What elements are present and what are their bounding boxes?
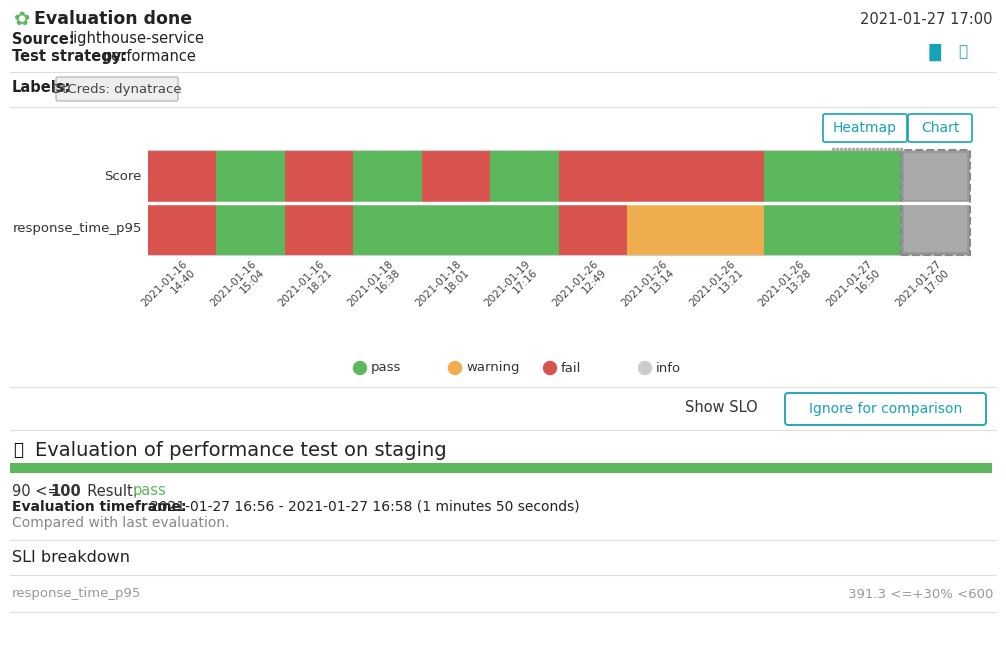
Text: 2021-01-26
13:14: 2021-01-26 13:14 bbox=[619, 259, 677, 317]
Text: pass: pass bbox=[371, 361, 401, 374]
Text: Compared with last evaluation.: Compared with last evaluation. bbox=[12, 516, 229, 530]
Text: fail: fail bbox=[561, 361, 581, 374]
Bar bbox=[216, 150, 285, 203]
Text: info: info bbox=[656, 361, 681, 374]
Bar bbox=[901, 150, 970, 203]
Text: 2021-01-18
16:38: 2021-01-18 16:38 bbox=[345, 259, 403, 317]
Bar bbox=[353, 203, 422, 255]
Bar bbox=[422, 203, 491, 255]
Bar bbox=[148, 203, 216, 255]
Bar bbox=[422, 150, 491, 203]
Bar bbox=[559, 150, 628, 203]
Bar bbox=[216, 203, 285, 255]
Text: Evaluation of performance test on staging: Evaluation of performance test on stagin… bbox=[35, 440, 447, 459]
Text: 100: 100 bbox=[50, 483, 80, 499]
Bar bbox=[904, 205, 967, 252]
Text: 📋: 📋 bbox=[13, 441, 23, 459]
Text: Heatmap: Heatmap bbox=[833, 121, 897, 135]
Text: 2021-01-26
13:21: 2021-01-26 13:21 bbox=[688, 259, 745, 317]
Text: SLI breakdown: SLI breakdown bbox=[12, 550, 130, 566]
Text: warning: warning bbox=[466, 361, 519, 374]
Circle shape bbox=[353, 361, 366, 374]
Text: Evaluation done: Evaluation done bbox=[34, 10, 192, 28]
FancyBboxPatch shape bbox=[908, 114, 972, 142]
FancyBboxPatch shape bbox=[823, 114, 907, 142]
Bar bbox=[696, 150, 765, 203]
Text: 2021-01-26
12:49: 2021-01-26 12:49 bbox=[550, 259, 609, 317]
FancyBboxPatch shape bbox=[56, 77, 178, 101]
FancyBboxPatch shape bbox=[785, 393, 986, 425]
Text: Labels:: Labels: bbox=[12, 80, 71, 94]
Bar bbox=[285, 203, 353, 255]
Text: 2021-01-16
14:40: 2021-01-16 14:40 bbox=[140, 259, 197, 317]
Text: 2021-01-16
15:04: 2021-01-16 15:04 bbox=[208, 259, 266, 317]
Text: 2021-01-27 17:00: 2021-01-27 17:00 bbox=[860, 11, 993, 27]
Bar bbox=[765, 203, 833, 255]
Text: Evaluation timeframe:: Evaluation timeframe: bbox=[12, 500, 186, 514]
Text: Source:: Source: bbox=[12, 31, 74, 46]
Text: ✿: ✿ bbox=[14, 9, 30, 29]
Circle shape bbox=[543, 361, 556, 374]
Text: pass: pass bbox=[133, 483, 167, 499]
Text: Chart: Chart bbox=[920, 121, 959, 135]
Bar bbox=[901, 150, 970, 255]
Text: 2021-01-16
18:21: 2021-01-16 18:21 bbox=[277, 259, 335, 317]
Bar bbox=[833, 150, 901, 203]
Text: performance: performance bbox=[103, 50, 197, 64]
Text: Ignore for comparison: Ignore for comparison bbox=[809, 402, 962, 416]
Bar bbox=[904, 153, 967, 199]
Text: 2021-01-27 16:56 - 2021-01-27 16:58 (1 minutes 50 seconds): 2021-01-27 16:56 - 2021-01-27 16:58 (1 m… bbox=[150, 500, 579, 514]
Bar bbox=[148, 150, 216, 203]
Bar bbox=[628, 150, 696, 203]
Bar bbox=[491, 203, 559, 255]
Bar bbox=[901, 203, 970, 255]
Text: Test strategy:: Test strategy: bbox=[12, 50, 127, 64]
Text: Result:: Result: bbox=[78, 483, 143, 499]
Text: ⬛: ⬛ bbox=[959, 44, 968, 60]
Circle shape bbox=[639, 361, 652, 374]
Text: lighthouse-service: lighthouse-service bbox=[70, 31, 205, 46]
Bar bbox=[491, 150, 559, 203]
Text: response_time_p95: response_time_p95 bbox=[13, 222, 142, 235]
Circle shape bbox=[449, 361, 462, 374]
Bar bbox=[765, 150, 833, 203]
Text: 2021-01-27
17:00: 2021-01-27 17:00 bbox=[893, 259, 951, 317]
Text: 391.3 <=+30% <600: 391.3 <=+30% <600 bbox=[848, 588, 993, 600]
Bar bbox=[285, 150, 353, 203]
Bar bbox=[628, 203, 696, 255]
Bar bbox=[353, 150, 422, 203]
Text: Score: Score bbox=[105, 170, 142, 183]
Bar bbox=[833, 203, 901, 255]
Text: Show SLO: Show SLO bbox=[685, 400, 758, 416]
Text: 2021-01-18
18:01: 2021-01-18 18:01 bbox=[413, 259, 472, 317]
Bar bbox=[696, 203, 765, 255]
Text: DtCreds: dynatrace: DtCreds: dynatrace bbox=[52, 82, 182, 96]
Text: response_time_p95: response_time_p95 bbox=[12, 588, 142, 600]
Bar bbox=[10, 463, 992, 473]
Bar bbox=[559, 203, 628, 255]
Text: 2021-01-27
16:50: 2021-01-27 16:50 bbox=[825, 259, 882, 317]
Text: 90 <=: 90 <= bbox=[12, 483, 64, 499]
Text: 2021-01-19
17:16: 2021-01-19 17:16 bbox=[482, 259, 540, 317]
Text: ▐▌: ▐▌ bbox=[923, 43, 948, 61]
Text: 2021-01-26
13:28: 2021-01-26 13:28 bbox=[757, 259, 814, 317]
